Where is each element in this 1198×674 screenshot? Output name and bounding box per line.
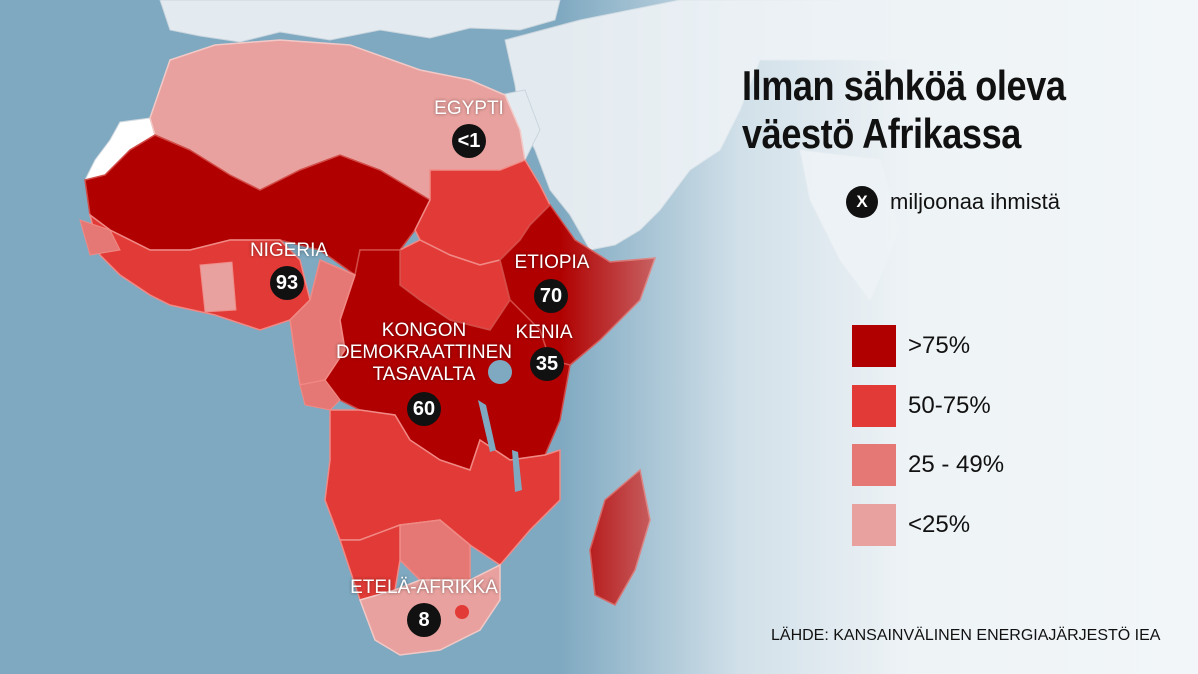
label-drc-line-1: KONGON: [381, 320, 467, 341]
label-egypt: EGYPTI: [434, 98, 504, 119]
region-senegal: [79, 219, 121, 256]
legend-swatch: [852, 444, 896, 486]
unit-note: X miljoonaa ihmistä: [846, 186, 1060, 218]
label-drc-line-3: TASAVALTA: [372, 364, 476, 385]
source-note: LÄHDE: KANSAINVÄLINEN ENERGIAJÄRJESTÖ IE…: [771, 627, 1161, 644]
badge-south-africa: 8: [407, 603, 441, 637]
legend-item: 50-75%: [852, 384, 1004, 427]
legend-label: 50-75%: [908, 391, 991, 419]
region-congo: [299, 379, 341, 411]
legend-label: >75%: [908, 332, 971, 359]
badge-egypt: <1: [452, 124, 486, 158]
label-kenya: KENIA: [515, 322, 573, 343]
legend-item: 25 - 49%: [852, 444, 1004, 486]
legend-label: <25%: [908, 510, 971, 538]
title-line-1: Ilman sähköä oleva: [742, 62, 1066, 109]
legend-swatch: [852, 384, 896, 427]
region-ghana: [199, 261, 237, 313]
badge-drc: 60: [407, 392, 441, 426]
label-ethiopia: ETIOPIA: [514, 252, 590, 273]
legend-item: >75%: [852, 325, 1004, 367]
badge-ethiopia: 70: [534, 279, 568, 313]
label-south-africa: ETELÄ-AFRIKKA: [350, 577, 498, 598]
label-drc-line-2: DEMOKRAATTINEN: [336, 342, 512, 363]
label-nigeria: NIGERIA: [249, 240, 329, 261]
title-line-2: väestö Afrikassa: [742, 110, 1021, 157]
badge-nigeria: 93: [270, 266, 304, 300]
region-lesotho: [455, 605, 469, 619]
badge-kenya: 35: [530, 347, 564, 381]
legend-label: 25 - 49%: [908, 451, 1005, 478]
legend-item: <25%: [852, 503, 1004, 546]
legend-swatch: [852, 325, 896, 367]
unit-text: miljoonaa ihmistä: [890, 189, 1060, 214]
region-namibia: [338, 523, 401, 601]
legend-swatch: [852, 503, 896, 546]
lake-malawi: [512, 450, 522, 492]
lake-victoria: [488, 360, 512, 384]
map-title: Ilman sähköä oleva väestö Afrikassa: [742, 62, 1066, 158]
label-drc: KONGON DEMOKRAATTINEN TASAVALTA: [336, 320, 512, 386]
lake-tanganyika: [478, 400, 496, 452]
legend: >75% 50-75% 25 - 49% <25%: [852, 325, 1004, 563]
region-cameroon: [289, 258, 356, 386]
unit-badge: X: [846, 186, 878, 218]
land-europe: [159, 0, 561, 43]
